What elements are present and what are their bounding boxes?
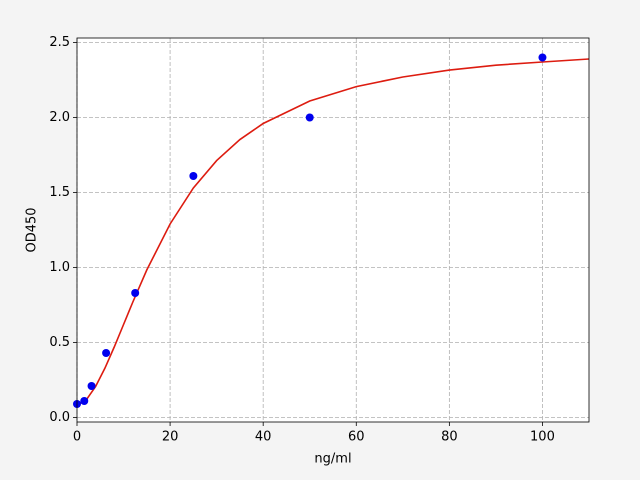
y-tick-label: 0.0 <box>49 410 70 425</box>
plot-frame <box>76 37 590 423</box>
x-tick-label: 80 <box>441 430 458 445</box>
y-axis-label: OD450 <box>25 207 40 252</box>
data-point <box>87 382 96 390</box>
plot-area <box>77 38 589 422</box>
data-point <box>189 172 198 180</box>
data-point <box>131 289 140 297</box>
fit-curve <box>76 58 590 407</box>
data-point <box>80 397 89 405</box>
x-tick-label: 0 <box>73 430 81 445</box>
x-tick-label: 20 <box>162 430 179 445</box>
y-tick-label: 1.5 <box>49 185 70 200</box>
data-point <box>305 113 314 122</box>
x-tick-label: 40 <box>255 430 272 445</box>
x-axis-label: ng/ml <box>314 452 351 467</box>
data-point <box>538 53 547 62</box>
x-tick-label: 100 <box>530 430 555 445</box>
y-tick-label: 0.5 <box>49 335 70 350</box>
y-tick-label: 2.0 <box>49 110 70 125</box>
y-tick-label: 2.5 <box>49 35 70 50</box>
data-point <box>102 349 111 357</box>
x-tick-label: 60 <box>348 430 365 445</box>
y-tick-label: 1.0 <box>49 260 70 275</box>
